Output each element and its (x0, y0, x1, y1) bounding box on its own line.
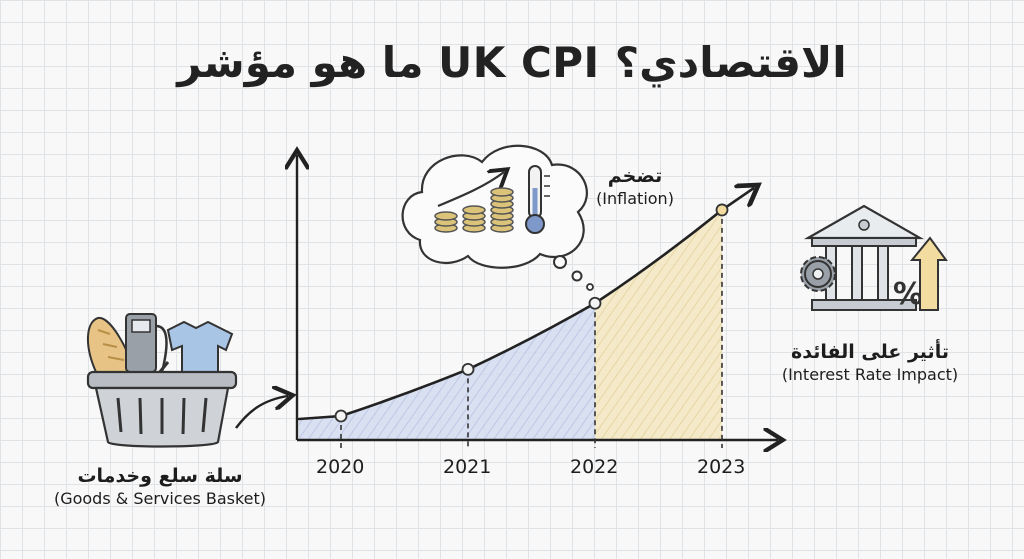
data-point-2022 (588, 296, 602, 310)
data-point-2021 (461, 362, 475, 376)
bank-gear-percent-icon: % (800, 204, 948, 312)
area-fill-2022-2023 (595, 209, 722, 440)
thought-cloud-coins-thermometer-icon (401, 144, 594, 291)
interest-label-en: (Interest Rate Impact) (781, 365, 959, 384)
shopping-basket-icon (86, 313, 238, 448)
svg-text:%: % (893, 277, 923, 312)
dashed-guides (340, 209, 723, 448)
x-tick-label-2022: 2022 (570, 456, 619, 478)
basket-label-ar: سلة سلع وخدمات (77, 465, 243, 487)
cpi-line (297, 208, 724, 421)
basket-to-chart-arrow (235, 396, 288, 429)
inflation-label-ar: تضخم (607, 165, 663, 187)
x-tick-label-2023: 2023 (697, 456, 746, 478)
basket-label: سلة سلع وخدمات (Goods & Services Basket) (40, 464, 280, 510)
x-tick-label-2020: 2020 (316, 456, 365, 478)
cpi-line-arrow (721, 188, 754, 212)
data-point-2023 (715, 203, 729, 217)
inflation-label-en: (Inflation) (596, 189, 674, 208)
inflation-label: تضخم (Inflation) (580, 164, 690, 210)
data-points (334, 203, 729, 423)
basket-label-en: (Goods & Services Basket) (53, 489, 267, 508)
interest-label: تأثير على الفائدة (Interest Rate Impact) (760, 340, 980, 386)
page-title: ما هو مؤشر UK CPI الاقتصادي؟ (177, 38, 847, 87)
interest-label-ar: تأثير على الفائدة (791, 341, 949, 363)
data-point-2020 (334, 409, 348, 423)
x-tick-label-2021: 2021 (443, 456, 492, 478)
